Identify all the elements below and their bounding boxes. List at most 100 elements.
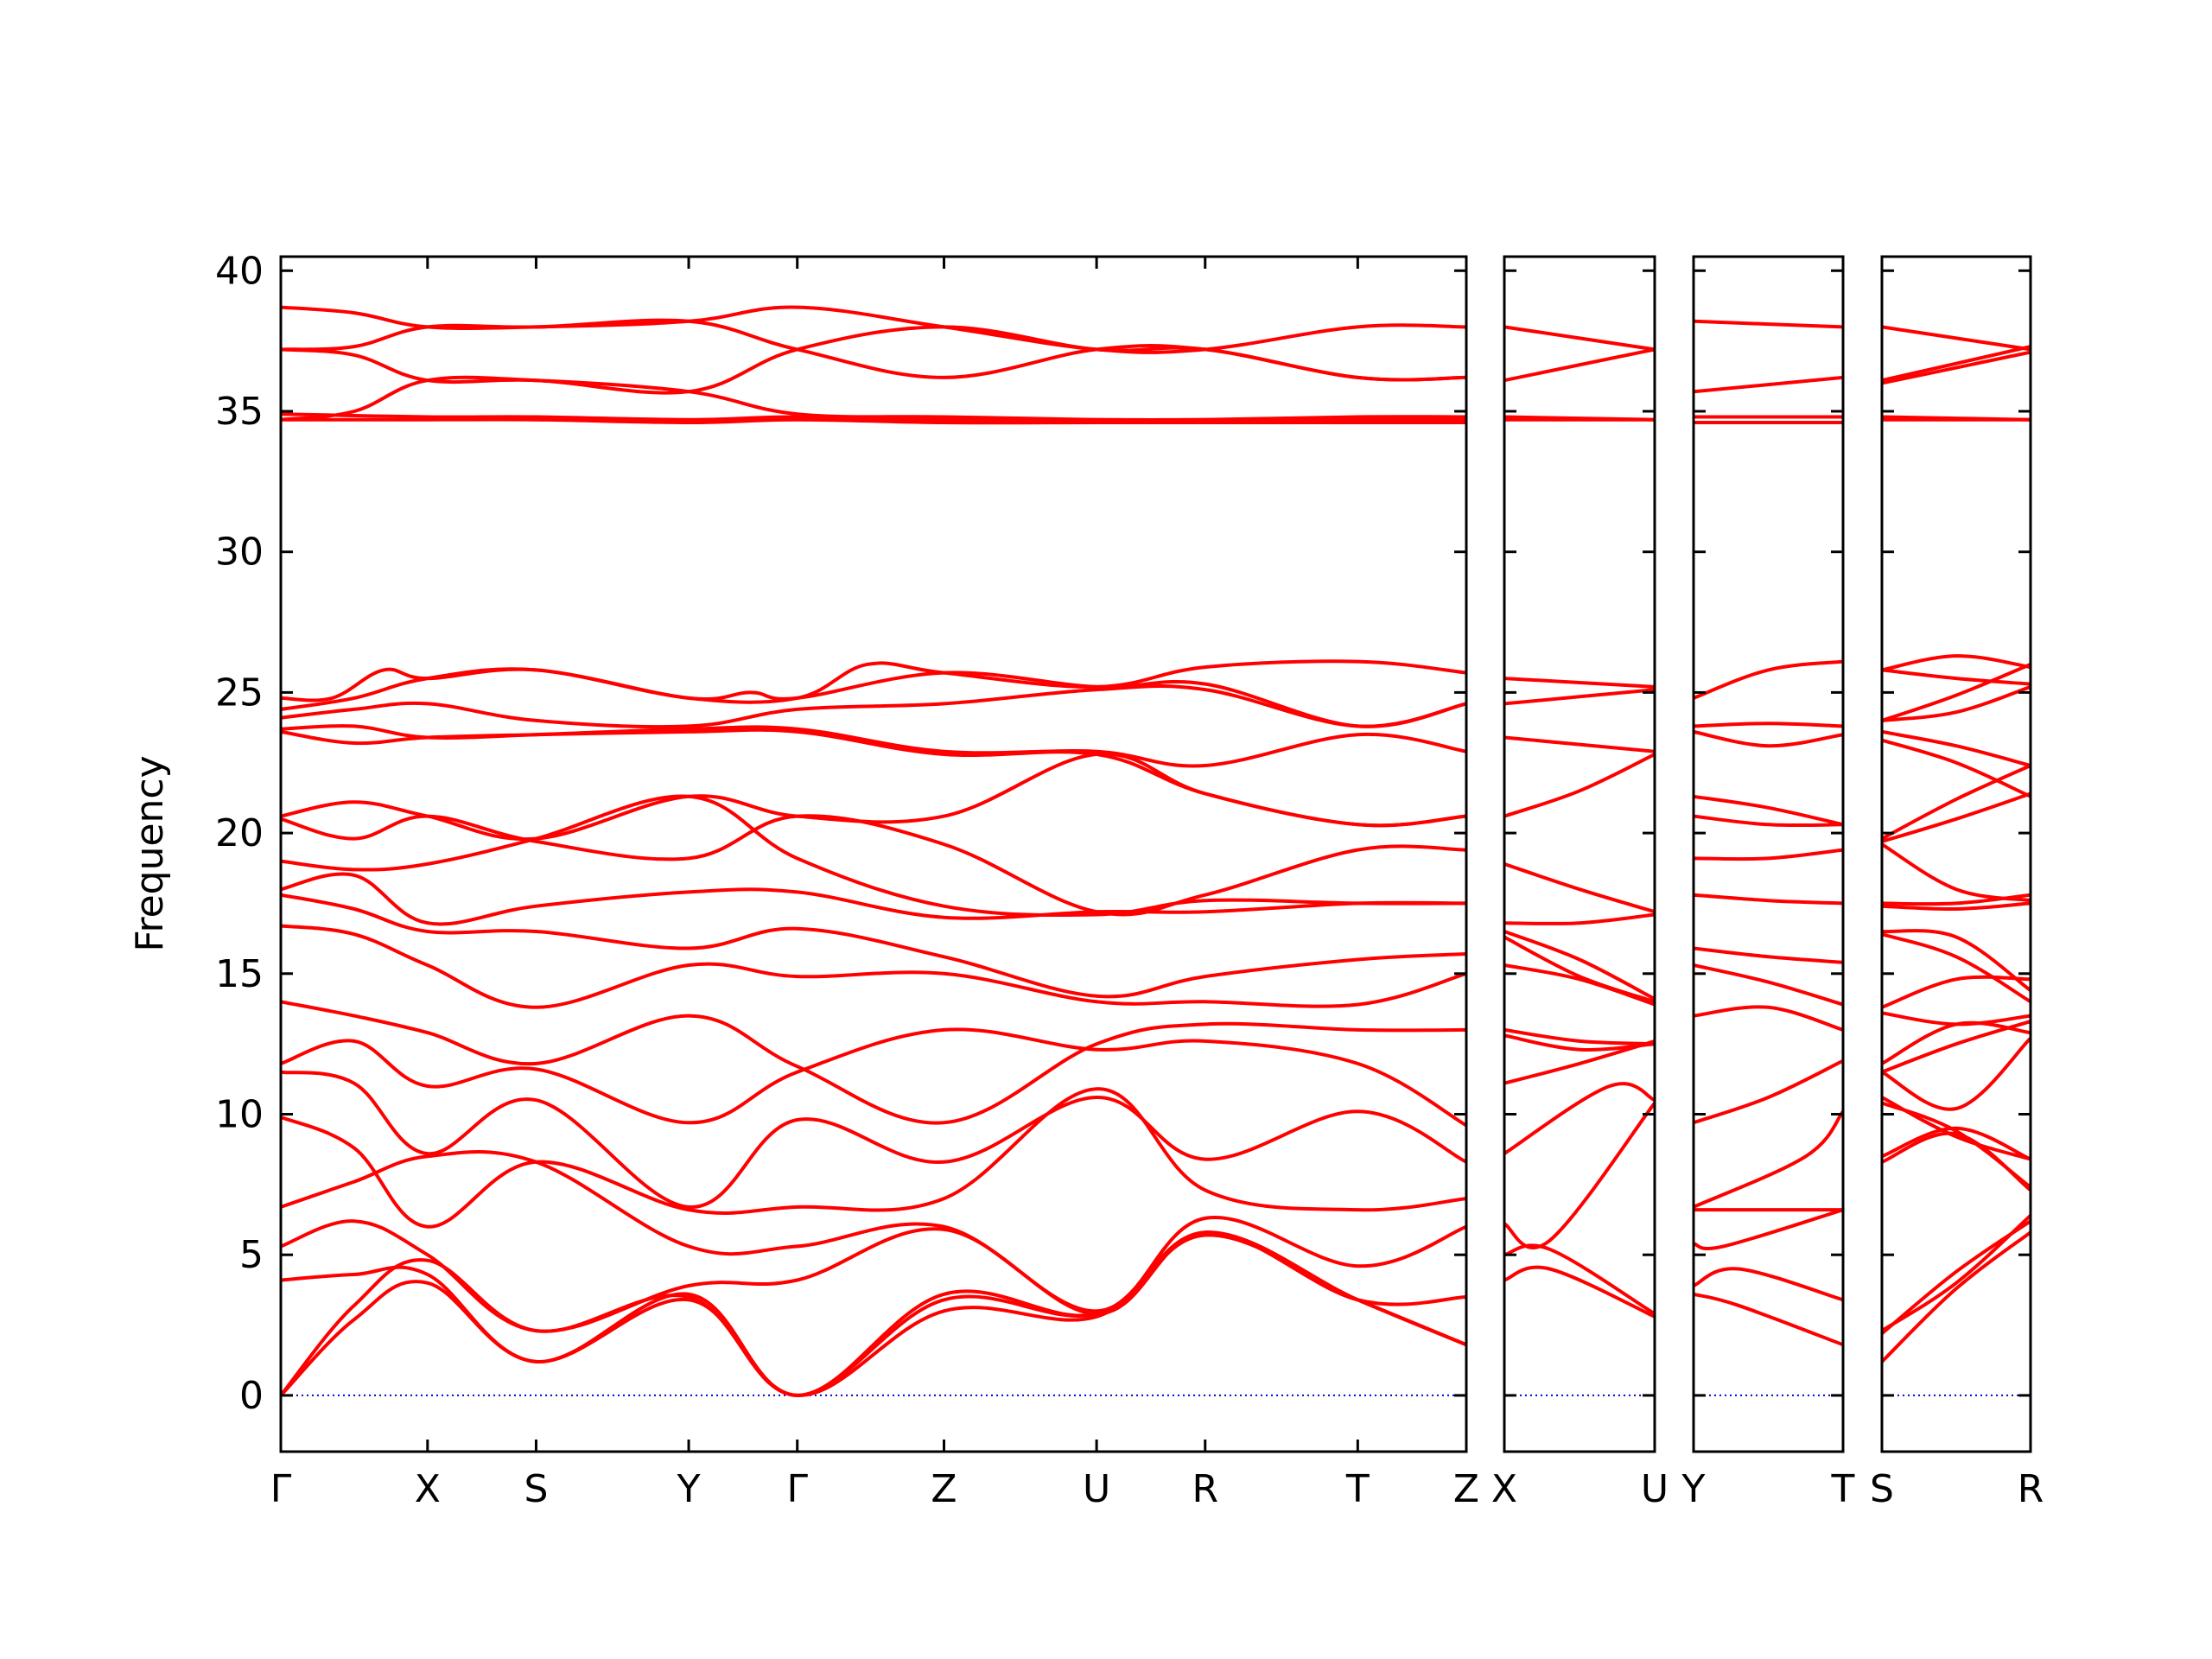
band-line-6 — [1694, 721, 1843, 728]
x-tick-label: Y — [1681, 1467, 1706, 1511]
band-line-2 — [1882, 345, 2031, 383]
band-line-13 — [1694, 963, 1843, 1007]
y-tick-label: 35 — [215, 390, 264, 434]
band-line-11 — [1504, 930, 1655, 1001]
band-line-7 — [1882, 668, 2031, 686]
band-line-5 — [1694, 659, 1843, 700]
band-line-10 — [1504, 912, 1655, 925]
y-tick-label: 20 — [215, 811, 264, 855]
x-tick-label: Z — [931, 1467, 957, 1511]
band-line-12 — [1882, 764, 2031, 841]
band-line-4 — [281, 375, 1466, 422]
band-line-1 — [1882, 325, 2031, 352]
band-line-12 — [1504, 935, 1655, 1004]
band-line-19 — [1504, 1243, 1655, 1316]
y-tick-label: 40 — [215, 249, 264, 293]
band-line-9 — [281, 683, 1466, 729]
band-line-14 — [1504, 1027, 1655, 1046]
x-tick-label: Y — [677, 1467, 701, 1511]
band-line-18 — [281, 1000, 1466, 1125]
band-line-6 — [1882, 654, 2031, 672]
band-line-12 — [281, 752, 1466, 842]
band-line-11 — [1694, 893, 1843, 906]
band-line-27 — [1882, 1131, 2031, 1192]
band-line-30 — [1882, 1230, 2031, 1363]
panel-frame — [1880, 255, 2032, 1453]
band-line-15 — [1882, 893, 2031, 906]
band-line-21 — [281, 1087, 1466, 1229]
band-line-19 — [1882, 975, 2031, 1009]
band-line-16 — [1882, 901, 2031, 912]
band-line-20 — [1504, 1265, 1655, 1319]
band-line-16 — [1504, 1039, 1655, 1085]
band-line-8 — [1882, 662, 2031, 722]
band-group — [1882, 325, 2031, 1363]
x-tick-label: X — [415, 1467, 441, 1511]
band-line-21 — [1882, 1020, 2031, 1065]
y-axis-label: Frequency — [128, 755, 172, 951]
band-line-26 — [281, 1233, 1466, 1397]
band-line-18 — [1694, 1208, 1843, 1250]
band-line-1 — [1504, 325, 1655, 352]
band-line-18 — [1504, 1101, 1655, 1249]
band-line-26 — [1882, 1126, 2031, 1161]
y-tick-label: 10 — [215, 1093, 264, 1137]
band-line-5 — [1504, 677, 1655, 689]
y-tick-label: 30 — [215, 531, 264, 575]
y-tick-label: 15 — [215, 952, 264, 996]
band-line-3 — [1882, 350, 2031, 385]
band-line-19 — [1694, 1267, 1843, 1302]
band-line-17 — [1504, 1082, 1655, 1156]
band-line-8 — [281, 667, 1466, 728]
panel-frame — [1692, 255, 1845, 1453]
band-line-14 — [1694, 1005, 1843, 1032]
x-tick-label: Γ — [786, 1467, 808, 1511]
x-tick-label: S — [1870, 1467, 1894, 1511]
band-line-17 — [281, 924, 1466, 1009]
band-line-7 — [1504, 735, 1655, 753]
x-tick-label: S — [524, 1467, 548, 1511]
band-line-5 — [281, 412, 1466, 422]
band-line-8 — [1694, 794, 1843, 827]
band-line-2 — [1504, 347, 1655, 383]
band-group — [1504, 325, 1655, 1319]
x-tick-label: T — [1345, 1467, 1370, 1511]
band-line-12 — [1694, 946, 1843, 964]
y-tick-label: 5 — [239, 1233, 264, 1277]
band-line-1 — [1694, 319, 1843, 329]
band-line-13 — [1504, 963, 1655, 1007]
band-line-10 — [1882, 729, 2031, 767]
x-tick-label: U — [1641, 1467, 1669, 1511]
x-tick-label: U — [1083, 1467, 1110, 1511]
y-tick-label: 0 — [239, 1374, 264, 1418]
band-group — [1694, 319, 1843, 1347]
band-line-9 — [1882, 684, 2031, 722]
band-line-14 — [281, 794, 1466, 918]
band-line-22 — [281, 1150, 1466, 1313]
band-line-2 — [1694, 375, 1843, 394]
band-line-22 — [1882, 1020, 2031, 1074]
band-line-24 — [281, 1230, 1466, 1397]
band-line-7 — [1694, 729, 1843, 748]
band-line-10 — [1694, 848, 1843, 861]
band-line-23 — [1882, 1036, 2031, 1111]
band-line-9 — [1694, 814, 1843, 828]
panel-1: 0 5 10 15 20 25 30 35 40 Γ X S Y Γ Z U R T Z — [215, 249, 1479, 1511]
panel-frame — [1503, 255, 1656, 1453]
x-tick-label: X — [1491, 1467, 1517, 1511]
band-line-11 — [281, 728, 1466, 828]
band-line-29 — [1882, 1219, 2031, 1336]
band-line-18 — [1882, 932, 2031, 1004]
band-group — [281, 305, 1466, 1397]
band-line-7 — [281, 659, 1466, 704]
band-line-6 — [281, 417, 1466, 425]
band-line-15 — [281, 872, 1466, 926]
band-line-15 — [1694, 1058, 1843, 1125]
x-tick-label: R — [2018, 1467, 2044, 1511]
band-line-19 — [281, 1027, 1466, 1128]
band-line-11 — [1882, 738, 2031, 798]
panel-frame — [279, 255, 1468, 1453]
